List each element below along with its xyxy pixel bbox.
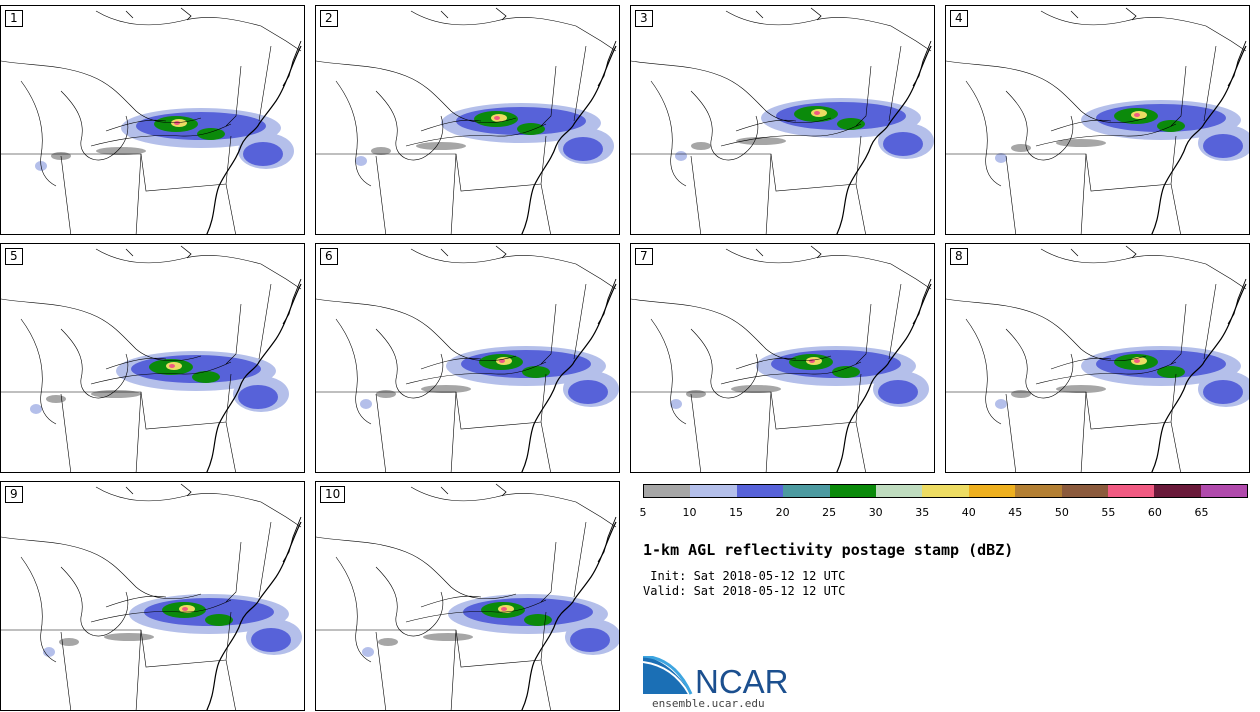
ensemble-member-panel: 4 (945, 5, 1250, 235)
colorbar-tick-label: 50 (1054, 506, 1069, 519)
member-label: 3 (635, 10, 653, 27)
ensemble-member-panel: 10 (315, 481, 620, 711)
colorbar-tick-label: 45 (1008, 506, 1023, 519)
init-time: Init: Sat 2018-05-12 12 UTC (643, 569, 846, 583)
colorbar-tick-label: 55 (1101, 506, 1116, 519)
colorbar-segment (783, 485, 830, 497)
reflectivity-map (946, 7, 1249, 234)
reflectivity-map (1, 483, 302, 710)
reflectivity-map (1, 245, 302, 472)
colorbar-tick-label: 10 (682, 506, 697, 519)
colorbar-tick-label: 20 (775, 506, 790, 519)
logo-url: ensemble.ucar.edu (652, 697, 765, 710)
reflectivity-map (316, 483, 619, 710)
ensemble-member-panel: 1 (0, 5, 305, 235)
ensemble-member-panel: 5 (0, 243, 305, 473)
reflectivity-map (631, 245, 932, 472)
colorbar-segment (968, 485, 1016, 497)
colorbar-segment (922, 485, 969, 497)
member-label: 6 (320, 248, 338, 265)
reflectivity-map (946, 245, 1249, 472)
colorbar-tick-label: 25 (822, 506, 837, 519)
ensemble-member-panel: 6 (315, 243, 620, 473)
colorbar-tick-label: 30 (868, 506, 883, 519)
colorbar-tick-label: 15 (729, 506, 744, 519)
ensemble-member-panel: 8 (945, 243, 1250, 473)
reflectivity-map (1, 7, 302, 234)
colorbar-segment (875, 485, 923, 497)
member-label: 7 (635, 248, 653, 265)
member-label: 10 (320, 486, 346, 503)
member-label: 5 (5, 248, 23, 265)
valid-time: Valid: Sat 2018-05-12 12 UTC (643, 584, 846, 598)
colorbar-segment (1015, 485, 1062, 497)
colorbar (643, 484, 1248, 498)
logo-text: NCAR (695, 663, 789, 696)
colorbar-tick-label: 60 (1147, 506, 1162, 519)
ensemble-member-panel: 9 (0, 481, 305, 711)
reflectivity-map (316, 7, 617, 234)
ncar-logo: NCAR (643, 656, 789, 696)
colorbar-tick-label: 65 (1194, 506, 1209, 519)
ensemble-member-panel: 7 (630, 243, 935, 473)
colorbar-tick-label: 35 (915, 506, 930, 519)
reflectivity-map (316, 245, 619, 472)
member-label: 8 (950, 248, 968, 265)
ensemble-member-panel: 2 (315, 5, 620, 235)
member-label: 2 (320, 10, 338, 27)
figure-title: 1-km AGL reflectivity postage stamp (dBZ… (643, 541, 1014, 559)
colorbar-tick-label: 5 (639, 506, 647, 519)
colorbar-tick-label: 40 (961, 506, 976, 519)
colorbar-segment (1154, 485, 1201, 497)
colorbar-segment (736, 485, 784, 497)
member-label: 1 (5, 10, 23, 27)
member-label: 9 (5, 486, 23, 503)
colorbar-ticks: 5 10 15 20 25 30 35 40 45 50 55 60 65 (639, 506, 1248, 520)
reflectivity-map (631, 7, 934, 234)
colorbar-segment (644, 485, 691, 497)
colorbar-segment (1200, 485, 1248, 497)
colorbar-segment (1107, 485, 1155, 497)
colorbar-segment (829, 485, 876, 497)
ensemble-member-panel: 3 (630, 5, 935, 235)
colorbar-segment (690, 485, 737, 497)
member-label: 4 (950, 10, 968, 27)
colorbar-segment (1061, 485, 1108, 497)
